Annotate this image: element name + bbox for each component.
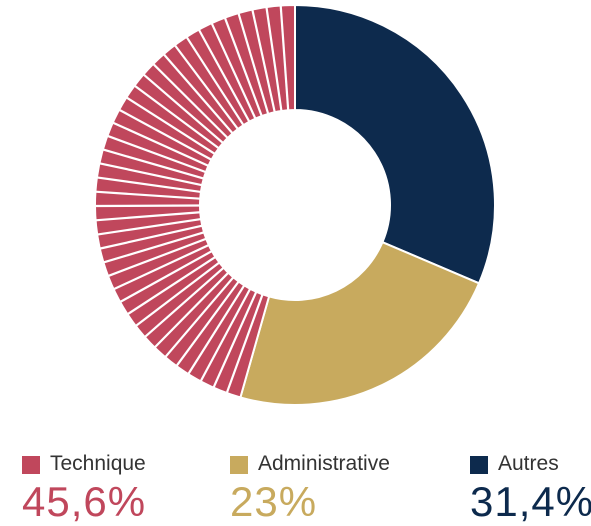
stripe-line bbox=[279, 5, 290, 111]
legend-value-administrative: 23% bbox=[230, 478, 318, 525]
legend-label-administrative: Administrative bbox=[258, 452, 390, 475]
stripe-line bbox=[142, 73, 224, 144]
stripe-line bbox=[265, 6, 283, 112]
stripe-line bbox=[237, 12, 270, 115]
stripe-line bbox=[210, 22, 257, 120]
stripe-line bbox=[125, 96, 216, 155]
stripe-line bbox=[118, 108, 212, 161]
stripe-line bbox=[223, 17, 263, 117]
stripe-line bbox=[212, 291, 258, 389]
legend-value-autres: 31,4% bbox=[470, 478, 591, 525]
stripe-line bbox=[197, 29, 251, 123]
stripe-line bbox=[144, 266, 225, 338]
stripe-line bbox=[119, 250, 213, 303]
stripe-line bbox=[107, 237, 207, 278]
stripe-line bbox=[112, 121, 209, 167]
stripe-line bbox=[97, 217, 202, 236]
stripe-line bbox=[126, 255, 217, 316]
stripe-line bbox=[175, 280, 240, 367]
stripe-line bbox=[99, 162, 203, 187]
stripe-line bbox=[153, 271, 230, 349]
stripe-line bbox=[103, 231, 205, 264]
stripe-line bbox=[152, 63, 229, 139]
legend-swatch-administrative bbox=[230, 456, 248, 474]
legend-swatch-autres bbox=[470, 456, 488, 474]
stripe-line bbox=[199, 288, 252, 382]
legend-label-technique: Technique bbox=[50, 452, 146, 475]
chart-legend: Technique 45,6% Administrative 23% Autre… bbox=[0, 448, 591, 525]
slice-administrative bbox=[239, 240, 481, 406]
legend-value-technique: 45,6% bbox=[22, 478, 147, 525]
stripe-line bbox=[185, 36, 245, 126]
stripe-line bbox=[225, 293, 264, 394]
donut-chart bbox=[94, 3, 496, 406]
stripe-line bbox=[164, 276, 235, 358]
stripe-line bbox=[106, 134, 207, 174]
stripe-line bbox=[251, 9, 276, 113]
stripe-line bbox=[162, 53, 234, 135]
stripe-line bbox=[95, 211, 201, 222]
slice-autres bbox=[294, 3, 496, 285]
stripe-line bbox=[133, 84, 220, 150]
stripe-line bbox=[96, 176, 202, 193]
stripe-line bbox=[173, 44, 239, 130]
stripe-line bbox=[95, 190, 201, 200]
stripe-line bbox=[94, 204, 201, 208]
stripe-line bbox=[102, 148, 205, 180]
stripe-line bbox=[187, 284, 246, 375]
legend-swatch-technique bbox=[22, 456, 40, 474]
stripe-line bbox=[135, 261, 221, 327]
legend-label-autres: Autres bbox=[498, 452, 559, 475]
stripe-line bbox=[99, 224, 203, 250]
technique-stripe-lines bbox=[94, 5, 290, 394]
stripe-line bbox=[113, 244, 210, 291]
